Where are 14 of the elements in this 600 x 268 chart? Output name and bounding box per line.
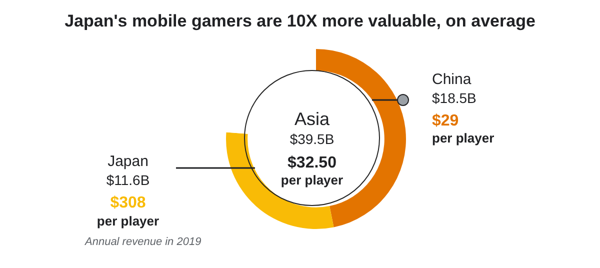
text: per player: [432, 130, 494, 146]
text: per player: [96, 214, 160, 229]
text: $32.50: [288, 154, 337, 172]
text: $39.5B: [290, 130, 334, 147]
data-label: $18.5B: [432, 90, 476, 106]
slice-label: China: [432, 71, 472, 88]
slice-label: Japan: [108, 153, 148, 170]
text: Annual revenue in 2019: [84, 236, 202, 248]
text: per player: [280, 172, 344, 188]
chart-title: Japan's mobile gamers are 10X more valuable, on average: [64, 12, 536, 31]
text: $29: [432, 112, 459, 130]
text: Asia: [294, 108, 330, 129]
text: $308: [110, 194, 146, 212]
data-label: $11.6B: [106, 172, 150, 188]
